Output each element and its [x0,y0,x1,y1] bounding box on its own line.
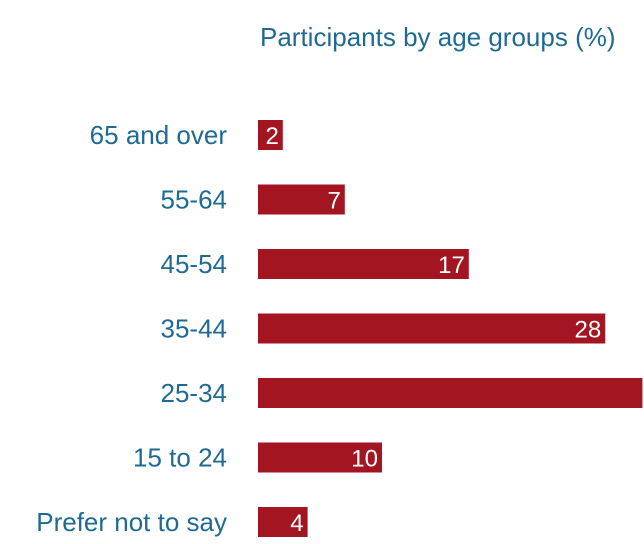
bar-3 [258,313,606,344]
bar-0 [258,120,283,150]
category-label-5: 15 to 24 [133,443,227,473]
bar-1 [258,184,345,215]
chart-title: Participants by age groups (%) [260,22,616,52]
category-label-6: Prefer not to say [36,507,227,537]
value-label-2: 17 [438,252,465,279]
category-label-1: 55-64 [161,185,228,215]
value-label-1: 7 [327,188,340,215]
value-label-0: 2 [265,123,278,150]
bar-6 [258,507,308,537]
category-label-0: 65 and over [90,120,228,150]
category-label-2: 45-54 [161,249,228,279]
value-label-6: 4 [290,510,303,537]
value-label-3: 28 [574,317,601,344]
bar-2 [258,249,469,279]
value-label-5: 10 [351,446,378,473]
category-label-3: 35-44 [161,314,228,344]
bars-group: 65 and over 2 55-64 7 45-54 17 35-44 28 25-34 15 … [36,120,643,537]
bar-4 [258,378,643,408]
category-label-4: 25-34 [161,378,228,408]
bar-5 [258,442,382,473]
